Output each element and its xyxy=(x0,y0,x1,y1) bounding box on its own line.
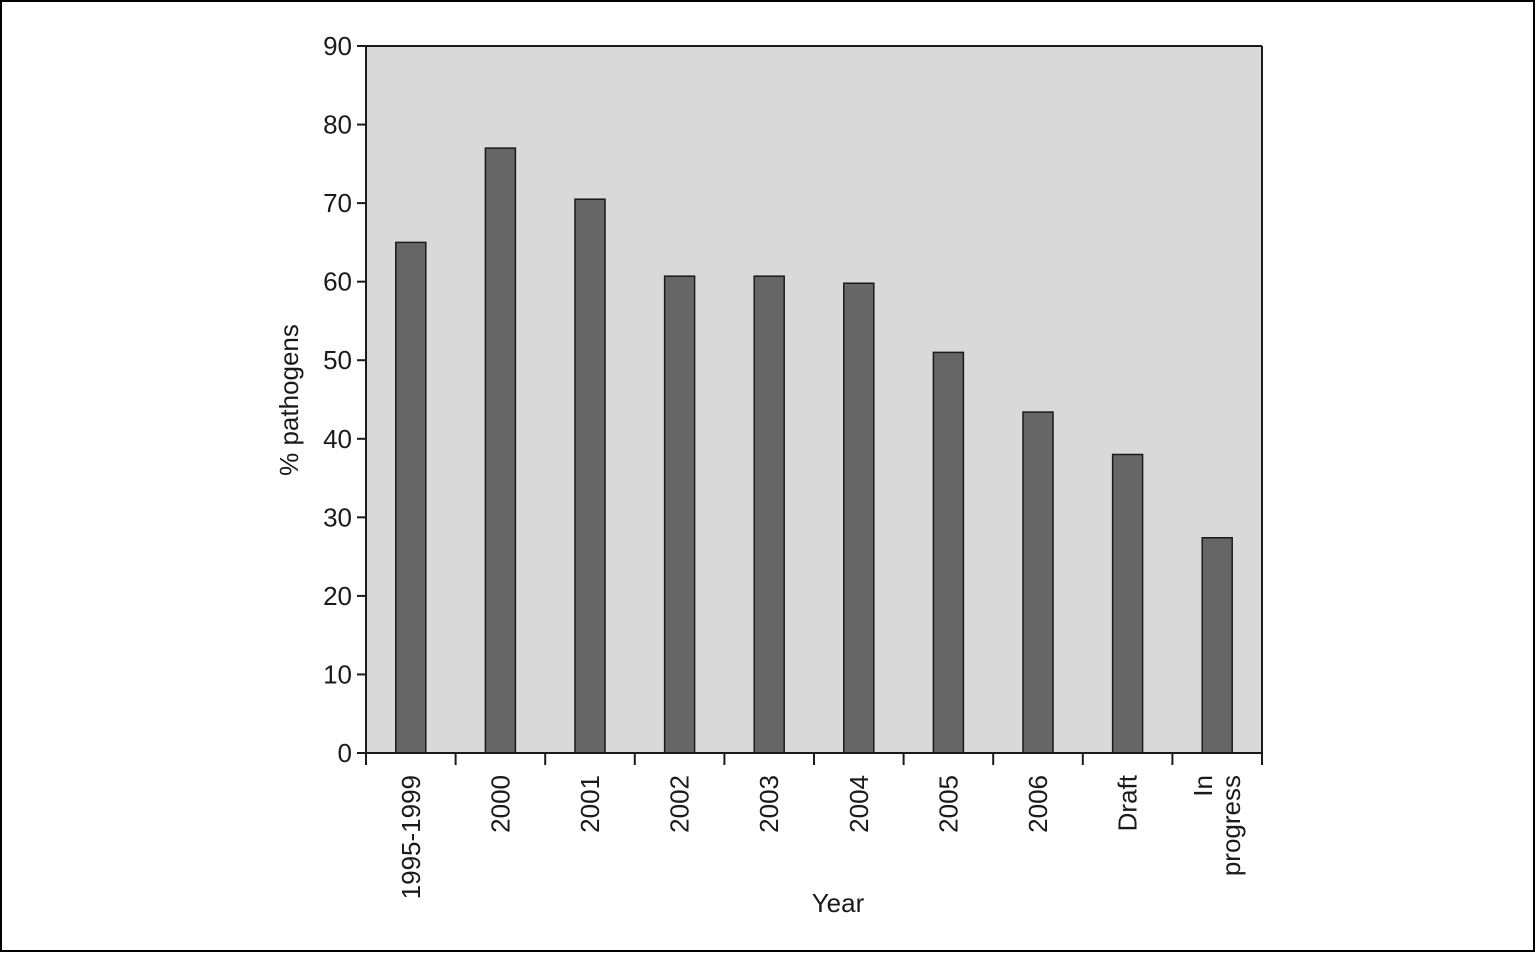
y-tick-label: 30 xyxy=(323,502,352,532)
y-axis-title: % pathogens xyxy=(274,324,304,476)
bar xyxy=(1022,411,1054,754)
x-tick-label: 2006 xyxy=(1023,775,1053,833)
bar xyxy=(1111,453,1144,754)
bar xyxy=(1201,537,1233,754)
bar xyxy=(932,351,965,754)
bar xyxy=(574,198,606,754)
x-tick-label: Draft xyxy=(1113,774,1143,831)
bar xyxy=(753,275,785,754)
x-tick-label: 2003 xyxy=(754,775,784,833)
y-tick-label: 80 xyxy=(323,110,352,140)
y-tick-label: 60 xyxy=(323,267,352,297)
y-tick-label: 0 xyxy=(338,738,352,768)
x-tick-label: 2004 xyxy=(844,775,874,833)
y-tick-label: 70 xyxy=(323,188,352,218)
y-tick-label: 20 xyxy=(323,581,352,611)
x-tick-label: 2005 xyxy=(933,775,963,833)
x-tick-label: 1995-1999 xyxy=(396,775,426,899)
y-tick-label: 90 xyxy=(323,31,352,61)
y-tick-label: 40 xyxy=(323,424,352,454)
y-tick-label: 10 xyxy=(323,659,352,689)
x-tick-label: 2002 xyxy=(665,775,695,833)
bar xyxy=(484,147,517,754)
bar xyxy=(395,241,427,754)
x-tick-label: 2000 xyxy=(485,775,515,833)
x-tick-label: Inprogress xyxy=(1188,775,1246,876)
x-axis-title: Year xyxy=(812,888,865,918)
bar xyxy=(663,275,696,754)
y-tick-label: 50 xyxy=(323,345,352,375)
x-tick-label: 2001 xyxy=(575,775,605,833)
bar xyxy=(843,282,875,754)
